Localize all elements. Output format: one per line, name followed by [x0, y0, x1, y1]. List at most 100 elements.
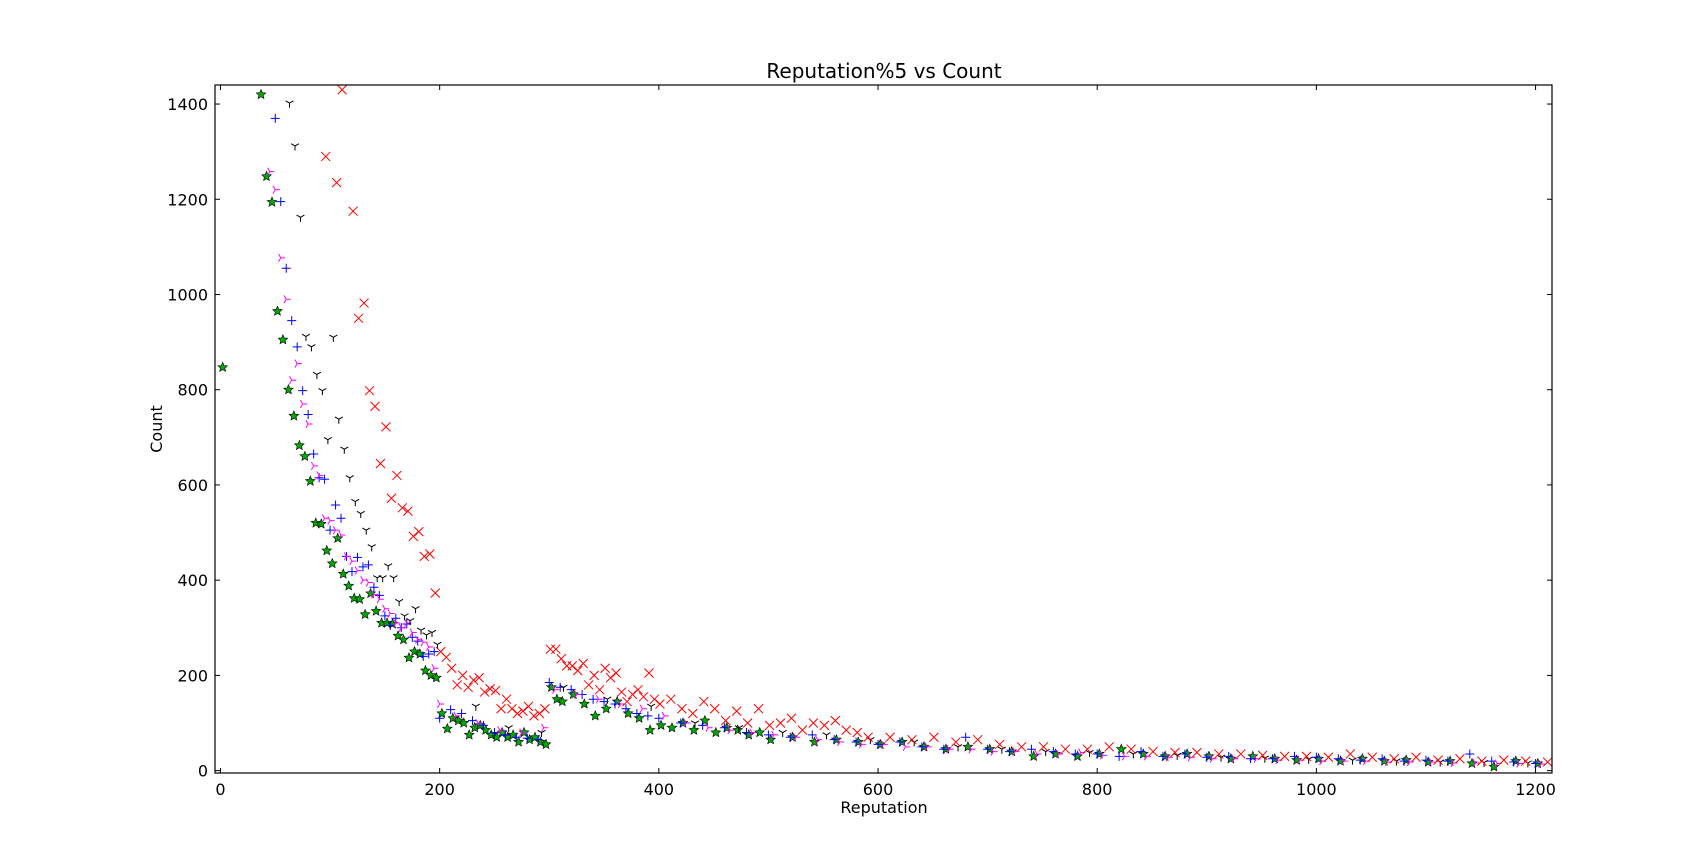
data-point-tri-right [1143, 752, 1152, 761]
data-point-x [518, 706, 528, 716]
data-point-tri-down [318, 387, 327, 396]
data-point-x [457, 670, 468, 681]
y-axis-label: Count [147, 405, 166, 453]
data-point-x [644, 668, 654, 678]
data-point-plus [331, 500, 341, 510]
data-point-tri-right [1472, 758, 1480, 768]
data-point-tri-down [1348, 757, 1357, 765]
x-tick-label: 400 [644, 780, 675, 799]
data-point-tri-down [351, 498, 360, 507]
data-point-tri-right [1187, 753, 1195, 762]
data-point-tri-right [387, 609, 395, 618]
data-point-tri-right [294, 359, 302, 368]
data-point-x [463, 682, 474, 693]
data-point-tri-right [858, 740, 867, 749]
data-point-plus [1531, 758, 1541, 768]
data-point-tri-right [343, 552, 352, 561]
data-point-tri-right [793, 733, 801, 742]
data-point-plus [939, 744, 949, 754]
data-point-x [994, 739, 1005, 750]
data-point-star [1225, 752, 1237, 764]
data-point-plus [320, 474, 330, 484]
data-point-star [1488, 761, 1500, 772]
data-point-plus [610, 699, 620, 709]
data-point-tri-right [426, 642, 434, 651]
data-point-x [1520, 756, 1531, 766]
data-point-plus [807, 730, 817, 740]
data-point-plus [1114, 751, 1124, 761]
data-point-tri-right [283, 295, 291, 304]
data-point-tri-right [639, 704, 647, 713]
data-point-x [424, 549, 435, 559]
data-point-plus [1289, 751, 1299, 761]
data-point-x [638, 691, 649, 702]
data-point-star [732, 724, 744, 735]
data-point-tri-right [880, 740, 888, 749]
data-point-plus [533, 735, 543, 745]
data-point-x [474, 672, 484, 683]
y-tick-label: 1000 [167, 285, 208, 304]
data-point-x [1104, 741, 1115, 752]
y-tick-label: 0 [198, 762, 208, 781]
data-point-plus [763, 730, 773, 740]
data-point-star [666, 722, 678, 733]
series-tri_down [285, 100, 1533, 768]
data-point-plus [1070, 749, 1080, 759]
data-point-star [288, 410, 300, 421]
data-point-x [764, 720, 775, 731]
data-point-x [556, 653, 567, 664]
data-point-plus [500, 730, 510, 740]
data-point-x [852, 727, 863, 738]
data-point-star [299, 450, 311, 462]
x-tick-label: 0 [215, 780, 225, 799]
data-point-star [321, 544, 333, 556]
data-point-x [616, 687, 627, 697]
data-point-plus [961, 732, 971, 742]
data-point-x [403, 506, 413, 516]
data-point-tri-right [749, 728, 757, 737]
x-tick-label: 600 [863, 780, 894, 799]
data-point-tri-right [382, 604, 390, 613]
data-point-tri-right [1406, 757, 1415, 767]
y-tick-label: 800 [177, 381, 208, 400]
data-point-star [644, 724, 656, 735]
data-point-tri-down [422, 632, 431, 640]
data-point-tri-down [323, 437, 333, 445]
data-point-plus [785, 732, 795, 742]
data-point-tri-down [405, 617, 415, 626]
data-point-star [370, 605, 382, 616]
data-point-x [907, 734, 917, 745]
data-point-tri-right [815, 735, 823, 744]
data-point-star [217, 361, 229, 373]
data-point-x [1455, 753, 1465, 764]
data-point-tri-down [367, 544, 376, 552]
data-point-plus [270, 113, 280, 123]
data-point-plus [287, 316, 297, 326]
data-point-star [271, 305, 283, 316]
data-point-x [1170, 747, 1180, 758]
data-point-x [567, 661, 578, 671]
data-point-x [775, 718, 786, 728]
data-point-tri-right [1012, 747, 1020, 756]
data-point-x [479, 687, 490, 697]
data-point-star [266, 196, 278, 207]
data-point-x [841, 725, 852, 736]
data-point-star [261, 170, 273, 182]
data-point-x [468, 675, 479, 686]
data-point-x [627, 689, 638, 700]
data-point-tri-down [312, 371, 322, 379]
data-point-tri-right [1231, 754, 1239, 763]
data-point-tri-right [902, 742, 910, 751]
data-point-tri-down [603, 696, 612, 704]
data-point-tri-right [1056, 749, 1064, 759]
data-point-x [753, 703, 764, 714]
data-point-tri-right [836, 737, 845, 747]
data-point-x [1257, 750, 1268, 761]
data-point-x [353, 313, 364, 324]
data-point-x [786, 713, 797, 724]
data-point-x [1038, 741, 1049, 752]
data-point-plus [309, 449, 319, 459]
data-point-x [1213, 749, 1224, 759]
data-point-tri-right [354, 566, 362, 575]
x-tick-label: 1200 [1515, 780, 1556, 799]
